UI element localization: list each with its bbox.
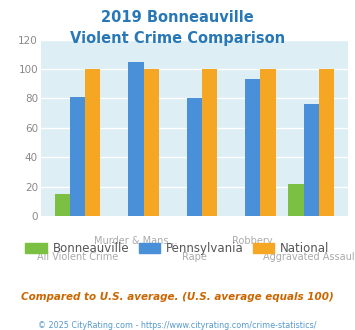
Bar: [129, 62, 143, 216]
Legend: Bonneauville, Pennsylvania, National: Bonneauville, Pennsylvania, National: [21, 237, 334, 260]
Bar: [304, 104, 319, 216]
Text: Violent Crime Comparison: Violent Crime Comparison: [70, 31, 285, 46]
Bar: [245, 79, 260, 216]
Text: Compared to U.S. average. (U.S. average equals 100): Compared to U.S. average. (U.S. average …: [21, 292, 334, 302]
Text: © 2025 CityRating.com - https://www.cityrating.com/crime-statistics/: © 2025 CityRating.com - https://www.city…: [38, 321, 317, 330]
Bar: [202, 69, 217, 216]
Bar: [85, 69, 100, 216]
Bar: [187, 98, 202, 216]
Text: Murder & Mans...: Murder & Mans...: [94, 236, 178, 246]
Text: All Violent Crime: All Violent Crime: [37, 252, 118, 262]
Text: 2019 Bonneauville: 2019 Bonneauville: [101, 10, 254, 25]
Text: Robbery: Robbery: [233, 236, 273, 246]
Bar: [70, 97, 85, 216]
Bar: [55, 194, 70, 216]
Bar: [143, 69, 159, 216]
Text: Rape: Rape: [182, 252, 207, 262]
Bar: [288, 184, 304, 216]
Bar: [319, 69, 334, 216]
Text: Aggravated Assault: Aggravated Assault: [263, 252, 355, 262]
Bar: [260, 69, 275, 216]
